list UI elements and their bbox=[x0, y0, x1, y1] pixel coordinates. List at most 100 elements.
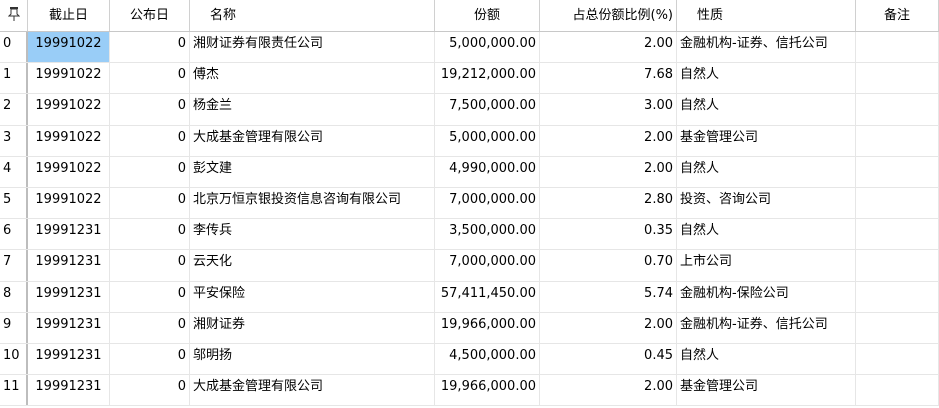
cell-percent[interactable]: 0.70 bbox=[540, 250, 677, 281]
cell-type[interactable]: 自然人 bbox=[677, 94, 856, 125]
cell-publish-date[interactable]: 0 bbox=[110, 312, 190, 343]
row-number[interactable]: 11 bbox=[0, 375, 28, 406]
row-number[interactable]: 4 bbox=[0, 156, 28, 187]
cell-publish-date[interactable]: 0 bbox=[110, 63, 190, 94]
table-row[interactable]: 11 19991231 0 大成基金管理有限公司 19,966,000.00 2.00 基金… bbox=[0, 375, 939, 407]
cell-type[interactable]: 投资、咨询公司 bbox=[677, 187, 856, 219]
cell-type[interactable]: 自然人 bbox=[677, 63, 856, 94]
row-number[interactable]: 7 bbox=[0, 250, 28, 281]
cell-share[interactable]: 19,966,000.00 bbox=[435, 375, 540, 406]
cell-name[interactable]: 杨金兰 bbox=[190, 94, 435, 125]
cell-share[interactable]: 3,500,000.00 bbox=[435, 219, 540, 250]
table-row[interactable]: 4 19991022 0 彭文建 4,990,000.00 2.00 自然人 bbox=[0, 156, 939, 188]
cell-name[interactable]: 大成基金管理有限公司 bbox=[190, 375, 435, 406]
table-row[interactable]: 6 19991231 0 李传兵 3,500,000.00 0.35 自然人 bbox=[0, 219, 939, 251]
cell-publish-date[interactable]: 0 bbox=[110, 281, 190, 312]
cell-percent[interactable]: 3.00 bbox=[540, 94, 677, 125]
cell-percent[interactable]: 2.80 bbox=[540, 187, 677, 219]
cell-note[interactable] bbox=[856, 312, 939, 343]
cell-share[interactable]: 19,212,000.00 bbox=[435, 63, 540, 94]
table-row[interactable]: 0 19991022 0 湘财证券有限责任公司 5,000,000.00 2.00 金融机构… bbox=[0, 32, 939, 64]
cell-note[interactable] bbox=[856, 63, 939, 94]
cell-cutoff-date[interactable]: 19991231 bbox=[28, 219, 110, 250]
table-row[interactable]: 5 19991022 0 北京万恒京银投资信息咨询有限公司 7,000,000.00 2.… bbox=[0, 187, 939, 220]
table-row[interactable]: 3 19991022 0 大成基金管理有限公司 5,000,000.00 2.00 基金管理… bbox=[0, 125, 939, 157]
cell-note[interactable] bbox=[856, 219, 939, 250]
cell-name[interactable]: 北京万恒京银投资信息咨询有限公司 bbox=[190, 187, 435, 219]
cell-type[interactable]: 自然人 bbox=[677, 219, 856, 250]
table-row[interactable]: 2 19991022 0 杨金兰 7,500,000.00 3.00 自然人 bbox=[0, 94, 939, 126]
table-row[interactable]: 7 19991231 0 云天化 7,000,000.00 0.70 上市公司 bbox=[0, 250, 939, 282]
cell-note[interactable] bbox=[856, 250, 939, 281]
cell-type[interactable]: 自然人 bbox=[677, 343, 856, 375]
column-header-publish-date[interactable]: 公布日 bbox=[110, 0, 190, 31]
cell-publish-date[interactable]: 0 bbox=[110, 343, 190, 375]
cell-cutoff-date[interactable]: 19991022 bbox=[28, 32, 110, 63]
cell-cutoff-date[interactable]: 19991231 bbox=[28, 250, 110, 281]
cell-note[interactable] bbox=[856, 94, 939, 125]
cell-name[interactable]: 大成基金管理有限公司 bbox=[190, 125, 435, 156]
table-row[interactable]: 9 19991231 0 湘财证券 19,966,000.00 2.00 金融机构-证券、信… bbox=[0, 312, 939, 344]
column-header-type[interactable]: 性质 bbox=[677, 0, 856, 31]
cell-percent[interactable]: 7.68 bbox=[540, 63, 677, 94]
cell-share[interactable]: 7,000,000.00 bbox=[435, 187, 540, 219]
cell-publish-date[interactable]: 0 bbox=[110, 250, 190, 281]
row-number[interactable]: 3 bbox=[0, 125, 28, 156]
cell-publish-date[interactable]: 0 bbox=[110, 156, 190, 187]
cell-publish-date[interactable]: 0 bbox=[110, 219, 190, 250]
cell-cutoff-date[interactable]: 19991022 bbox=[28, 187, 110, 219]
cell-cutoff-date[interactable]: 19991022 bbox=[28, 63, 110, 94]
cell-percent[interactable]: 2.00 bbox=[540, 156, 677, 187]
table-row[interactable]: 1 19991022 0 傅杰 19,212,000.00 7.68 自然人 bbox=[0, 63, 939, 95]
cell-share[interactable]: 19,966,000.00 bbox=[435, 312, 540, 343]
cell-share[interactable]: 4,990,000.00 bbox=[435, 156, 540, 187]
cell-publish-date[interactable]: 0 bbox=[110, 375, 190, 406]
cell-share[interactable]: 7,000,000.00 bbox=[435, 250, 540, 281]
table-row[interactable]: 8 19991231 0 平安保险 57,411,450.00 5.74 金融机构-保险公司 bbox=[0, 281, 939, 313]
cell-name[interactable]: 李传兵 bbox=[190, 219, 435, 250]
cell-publish-date[interactable]: 0 bbox=[110, 187, 190, 219]
row-number[interactable]: 8 bbox=[0, 281, 28, 312]
cell-share[interactable]: 57,411,450.00 bbox=[435, 281, 540, 312]
cell-name[interactable]: 傅杰 bbox=[190, 63, 435, 94]
cell-percent[interactable]: 0.35 bbox=[540, 219, 677, 250]
cell-name[interactable]: 彭文建 bbox=[190, 156, 435, 187]
row-number[interactable]: 5 bbox=[0, 187, 28, 219]
cell-type[interactable]: 金融机构-保险公司 bbox=[677, 281, 856, 312]
cell-type[interactable]: 金融机构-证券、信托公司 bbox=[677, 32, 856, 63]
cell-note[interactable] bbox=[856, 32, 939, 63]
column-header-name[interactable]: 名称 bbox=[190, 0, 435, 31]
cell-name[interactable]: 湘财证券有限责任公司 bbox=[190, 32, 435, 63]
row-number[interactable]: 10 bbox=[0, 343, 28, 375]
cell-type[interactable]: 自然人 bbox=[677, 156, 856, 187]
cell-note[interactable] bbox=[856, 375, 939, 406]
cell-cutoff-date[interactable]: 19991231 bbox=[28, 312, 110, 343]
cell-share[interactable]: 4,500,000.00 bbox=[435, 343, 540, 375]
column-header-note[interactable]: 备注 bbox=[856, 0, 939, 31]
column-header-share[interactable]: 份额 bbox=[435, 0, 540, 31]
cell-cutoff-date[interactable]: 19991022 bbox=[28, 125, 110, 156]
cell-note[interactable] bbox=[856, 281, 939, 312]
cell-cutoff-date[interactable]: 19991231 bbox=[28, 375, 110, 406]
cell-percent[interactable]: 2.00 bbox=[540, 32, 677, 63]
row-number[interactable]: 1 bbox=[0, 63, 28, 94]
cell-percent[interactable]: 2.00 bbox=[540, 125, 677, 156]
cell-cutoff-date[interactable]: 19991022 bbox=[28, 94, 110, 125]
cell-percent[interactable]: 2.00 bbox=[540, 375, 677, 406]
row-number[interactable]: 6 bbox=[0, 219, 28, 250]
column-header-cutoff-date[interactable]: 截止日 bbox=[28, 0, 110, 31]
row-number[interactable]: 2 bbox=[0, 94, 28, 125]
cell-note[interactable] bbox=[856, 156, 939, 187]
row-number[interactable]: 9 bbox=[0, 312, 28, 343]
cell-cutoff-date[interactable]: 19991022 bbox=[28, 156, 110, 187]
cell-share[interactable]: 5,000,000.00 bbox=[435, 125, 540, 156]
cell-type[interactable]: 金融机构-证券、信托公司 bbox=[677, 312, 856, 343]
cell-type[interactable]: 基金管理公司 bbox=[677, 125, 856, 156]
cell-name[interactable]: 云天化 bbox=[190, 250, 435, 281]
cell-cutoff-date[interactable]: 19991231 bbox=[28, 281, 110, 312]
cell-percent[interactable]: 5.74 bbox=[540, 281, 677, 312]
cell-name[interactable]: 平安保险 bbox=[190, 281, 435, 312]
cell-type[interactable]: 基金管理公司 bbox=[677, 375, 856, 406]
cell-publish-date[interactable]: 0 bbox=[110, 94, 190, 125]
cell-name[interactable]: 邬明扬 bbox=[190, 343, 435, 375]
